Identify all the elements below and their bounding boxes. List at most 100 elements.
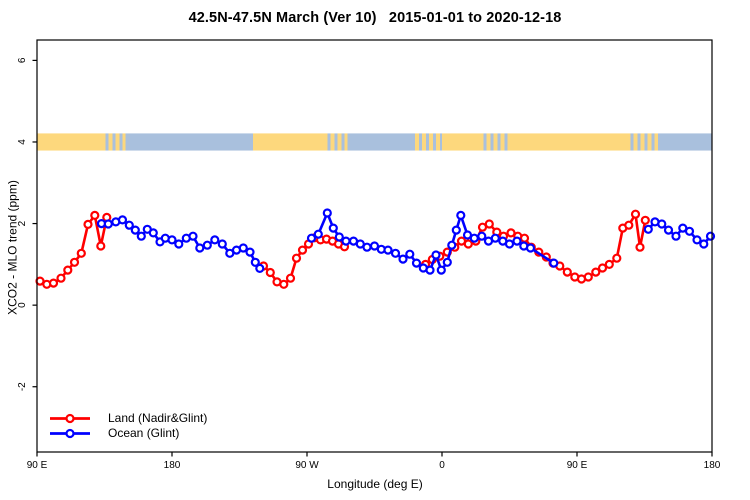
legend: Land (Nadir&Glint) Ocean (Glint) — [49, 411, 207, 441]
data-point-ocean — [174, 239, 184, 249]
data-point-ocean — [525, 243, 536, 253]
y-tick-label: 2 — [17, 220, 28, 226]
data-point-land — [612, 253, 622, 263]
data-point-ocean — [334, 232, 344, 242]
data-point-ocean — [663, 225, 674, 235]
band-segment-mixed — [415, 133, 419, 151]
band-segment-mixed — [504, 133, 508, 151]
data-point-land — [591, 267, 601, 277]
data-point-ocean — [504, 239, 515, 249]
data-point-ocean — [167, 235, 177, 245]
band-segment-mixed — [486, 133, 491, 151]
x-tick-label: 0 — [439, 460, 445, 471]
legend-symbol-ocean-icon — [50, 428, 90, 439]
x-tick-label: 90 E — [27, 460, 48, 471]
band-segment-mixed — [101, 133, 106, 151]
data-point-ocean — [148, 228, 158, 238]
y-tick-label: 6 — [17, 57, 28, 63]
band-segment-mixed — [108, 133, 113, 151]
legend-label-ocean: Ocean (Glint) — [108, 426, 180, 440]
data-point-ocean — [549, 258, 559, 268]
data-point-ocean — [699, 239, 709, 249]
data-point-ocean — [202, 240, 212, 250]
band-segment-mixed — [633, 133, 638, 151]
band-segment-mixed — [337, 133, 342, 151]
band-segment-land — [442, 133, 480, 151]
band-segment-mixed — [497, 133, 501, 151]
data-point-ocean — [405, 249, 415, 259]
band-segment-mixed — [493, 133, 498, 151]
band-segment-mixed — [429, 133, 433, 151]
data-point-land — [604, 259, 614, 269]
data-point-ocean — [383, 245, 393, 255]
data-point-ocean — [684, 226, 695, 236]
data-point-ocean — [130, 225, 140, 235]
data-point-land — [635, 242, 645, 252]
data-point-ocean — [250, 257, 260, 267]
band-segment-mixed — [119, 133, 123, 151]
y-tick-label: 0 — [17, 302, 28, 308]
data-point-ocean — [490, 233, 500, 243]
data-point-land — [519, 233, 530, 243]
data-point-land — [96, 241, 106, 251]
band-segment-mixed — [426, 133, 429, 151]
data-point-ocean — [390, 248, 401, 258]
legend-entry-land: Land (Nadir&Glint) — [49, 411, 207, 426]
band-segment-ocean — [125, 133, 253, 151]
axes: 90 E 180 90 W 0 90 E 180 -2 0 2 4 6 — [17, 57, 721, 471]
data-point-land — [506, 228, 516, 238]
data-point-land — [90, 210, 100, 220]
band-segment-mixed — [341, 133, 345, 151]
x-tick-label: 90 W — [295, 460, 319, 471]
data-point-land — [291, 253, 302, 263]
data-point-ocean — [255, 263, 265, 273]
band-segment-ocean — [658, 133, 712, 151]
data-point-land — [597, 263, 608, 273]
data-point-ocean — [671, 231, 681, 241]
data-point-ocean — [657, 219, 667, 229]
band-segment-mixed — [122, 133, 126, 151]
data-series — [35, 208, 716, 289]
data-point-ocean — [117, 215, 128, 225]
data-point-ocean — [103, 219, 113, 229]
data-point-ocean — [188, 231, 198, 241]
data-point-ocean — [341, 236, 351, 246]
band-segment-mixed — [654, 133, 658, 151]
data-point-land — [562, 267, 572, 277]
band-segment-mixed — [323, 133, 328, 151]
data-point-land — [83, 219, 93, 229]
data-point-ocean — [643, 224, 653, 234]
data-point-land — [69, 257, 80, 267]
data-point-ocean — [210, 235, 220, 245]
data-point-ocean — [705, 231, 716, 241]
data-point-ocean — [369, 241, 380, 251]
data-point-land — [76, 248, 86, 258]
band-segment-land — [253, 133, 324, 151]
band-segment-mixed — [440, 133, 442, 151]
data-point-ocean — [442, 257, 452, 267]
data-point-ocean — [451, 225, 461, 235]
data-point-ocean — [238, 243, 248, 253]
band-segment-land — [509, 133, 627, 151]
series-line-land — [38, 214, 109, 286]
band-segment-mixed — [330, 133, 335, 151]
data-point-ocean — [245, 247, 255, 257]
y-tick-label: 4 — [17, 139, 28, 145]
data-point-land — [285, 273, 296, 283]
band-segment-ocean — [347, 133, 415, 151]
data-point-ocean — [306, 233, 317, 243]
data-point-land — [56, 273, 66, 283]
data-point-ocean — [456, 210, 466, 220]
band-segment-mixed — [626, 133, 631, 151]
data-point-ocean — [398, 254, 408, 264]
band-segment-mixed — [490, 133, 494, 151]
data-point-land — [583, 272, 593, 282]
data-point-ocean — [124, 220, 134, 230]
data-point-ocean — [477, 231, 487, 241]
data-point-ocean — [431, 250, 441, 260]
legend-entry-ocean: Ocean (Glint) — [49, 426, 207, 441]
data-point-land — [463, 239, 473, 249]
data-point-land — [484, 219, 494, 229]
data-point-ocean — [512, 236, 522, 246]
